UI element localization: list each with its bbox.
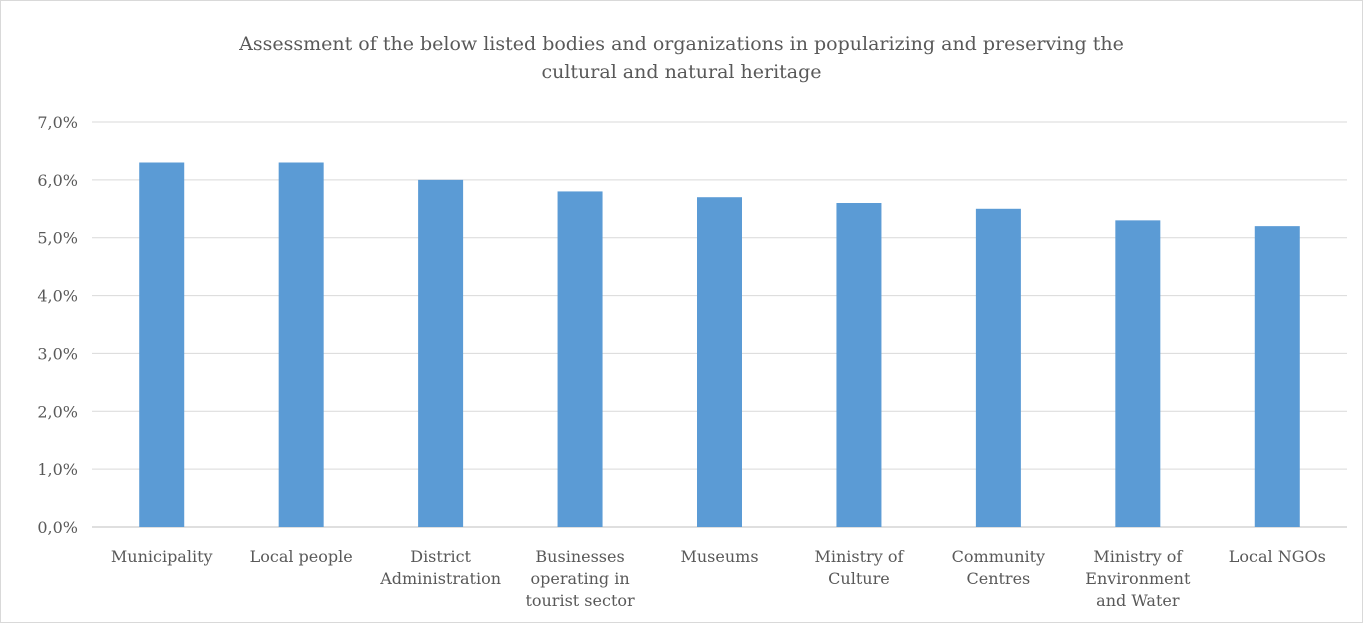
bar [418,179,464,527]
x-tick-label: Museums [680,547,758,566]
x-tick-label: Culture [828,569,890,588]
y-tick-label: 3,0% [37,344,78,363]
y-tick-label: 2,0% [37,402,78,421]
x-tick-label: Ministry of [814,547,904,566]
x-tick-label: Ministry of [1093,547,1183,566]
y-tick-label: 7,0% [37,113,78,132]
x-tick-label: Centres [966,569,1030,588]
bar [557,191,603,527]
x-tick-label: Local NGOs [1229,547,1326,566]
y-tick-label: 0,0% [37,518,78,537]
bar [975,208,1021,528]
x-tick-label: and Water [1096,591,1180,610]
bar [1254,226,1300,527]
y-tick-label: 5,0% [37,229,78,248]
x-tick-label: District [410,547,471,566]
y-tick-label: 6,0% [37,171,78,190]
x-tick-label: operating in [530,569,629,588]
bar [1115,220,1161,527]
bar [278,162,324,527]
bar [697,197,742,527]
x-tick-label: Administration [379,569,501,588]
bar [836,203,882,527]
x-tick-label: tourist sector [525,591,635,610]
y-tick-label: 4,0% [37,287,78,306]
x-tick-label: Local people [250,547,353,566]
x-tick-label: Municipality [111,547,213,566]
bar [139,162,185,527]
x-tick-label: Businesses [535,547,624,566]
chart-title-line-2: cultural and natural heritage [541,61,822,83]
y-tick-label: 1,0% [37,460,78,479]
chart-title: Assessment of the below listed bodies an… [0,30,1363,86]
chart-title-line-1: Assessment of the below listed bodies an… [239,33,1124,55]
x-tick-label: Environment [1085,569,1191,588]
x-tick-label: Community [952,547,1045,566]
